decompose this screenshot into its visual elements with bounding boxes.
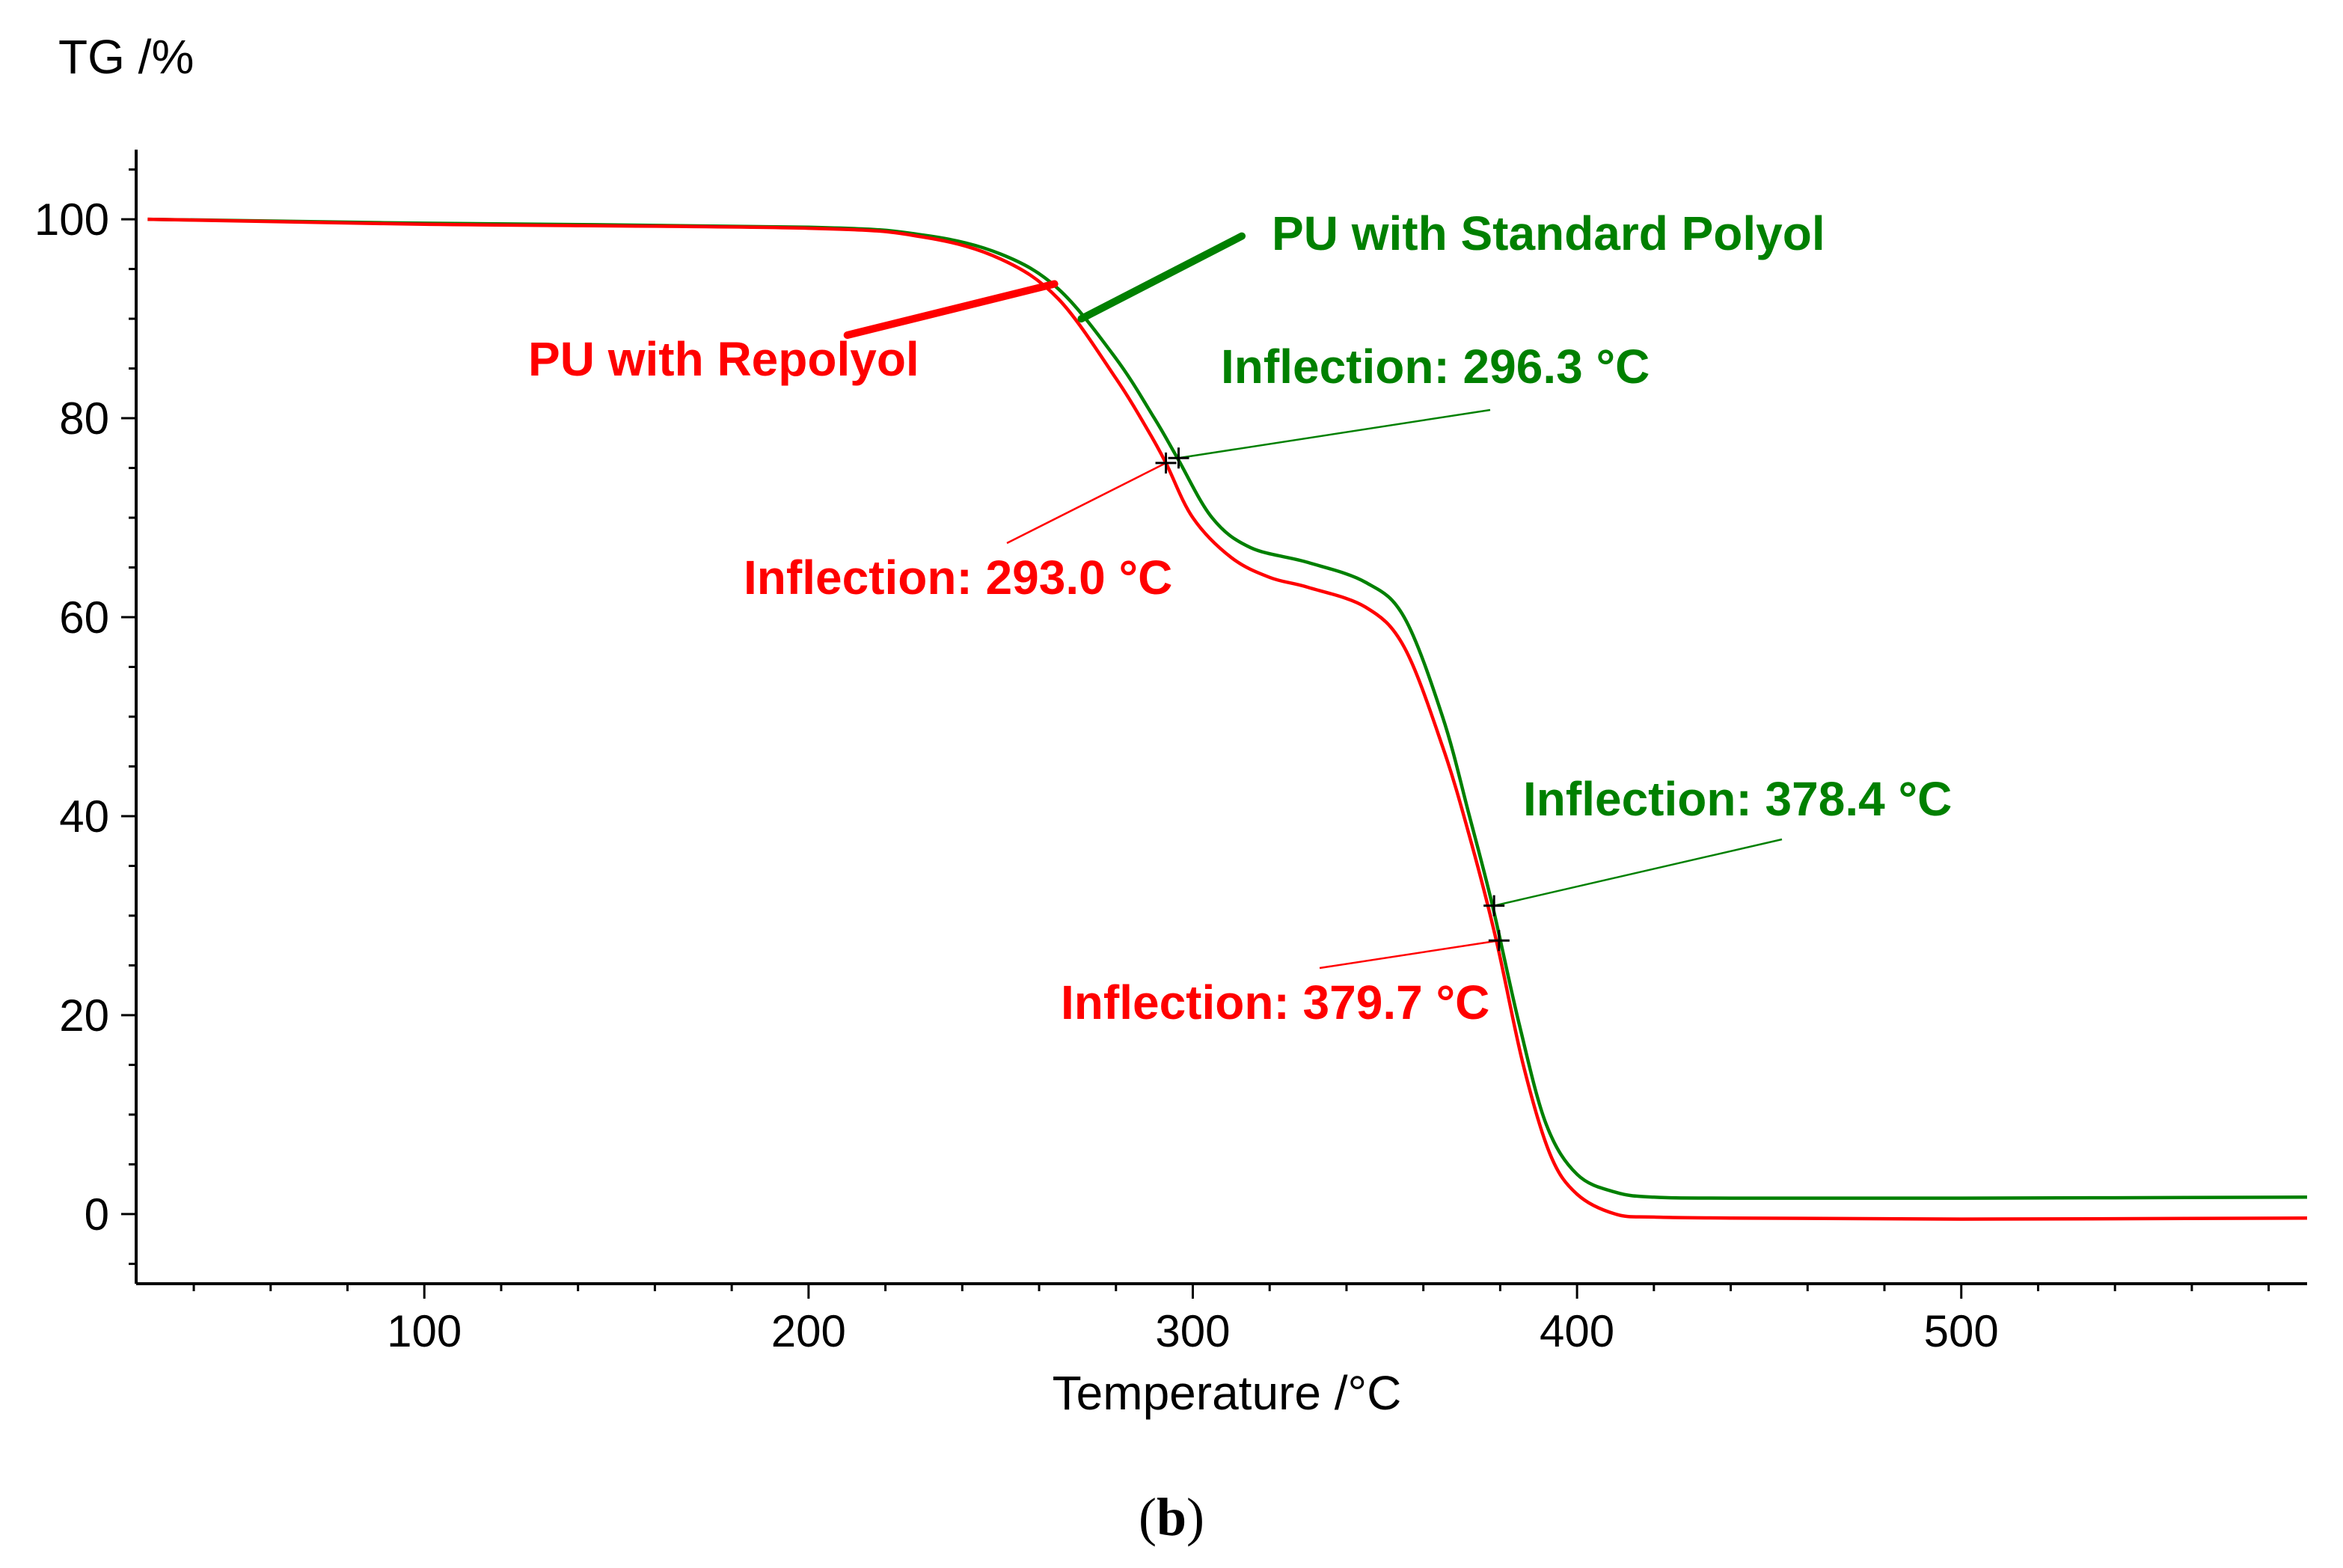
x-tick-label: 500 xyxy=(1924,1306,1999,1356)
axes-layer: 0 20 40 60 80 100 100 200 300 400 500 xyxy=(34,150,2307,1356)
inflection-label-repolyol-2: Inflection: 379.7 °C xyxy=(1061,976,1489,1029)
legend-label-repolyol: PU with Repolyol xyxy=(528,332,919,386)
y-axis-title: TG /% xyxy=(58,30,194,84)
panel-label: (b) xyxy=(1139,1487,1204,1547)
inflection-marker xyxy=(1168,447,1189,469)
y-tick-label: 80 xyxy=(59,393,109,444)
y-tick-label: 40 xyxy=(59,791,109,842)
inflection-leader xyxy=(1178,408,1491,459)
x-tick-label: 100 xyxy=(387,1306,462,1356)
inflection-label-standard-1: Inflection: 296.3 °C xyxy=(1221,340,1650,393)
inflection-marker xyxy=(1155,452,1177,474)
inflection-markers xyxy=(1155,447,1510,952)
legend-label-standard-polyol: PU with Standard Polyol xyxy=(1272,206,1825,260)
x-tick-label: 300 xyxy=(1155,1306,1230,1356)
y-tick-label: 20 xyxy=(59,990,109,1041)
inflection-leader xyxy=(1006,462,1167,545)
x-tick-label: 400 xyxy=(1540,1306,1614,1356)
series-layer xyxy=(147,217,2308,1221)
inflection-label-repolyol-1: Inflection: 293.0 °C xyxy=(744,551,1172,604)
inflection-leader xyxy=(1319,939,1500,970)
y-tick-label: 100 xyxy=(34,195,109,245)
y-tick-label: 0 xyxy=(85,1189,109,1240)
x-tick-label: 200 xyxy=(771,1306,846,1356)
series-line-1 xyxy=(147,217,2308,1221)
inflection-label-standard-2: Inflection: 378.4 °C xyxy=(1523,772,1952,826)
legend-pointer xyxy=(843,280,1059,339)
inflection-marker xyxy=(1488,930,1510,952)
leader-lines xyxy=(843,232,1783,970)
inflection-marker xyxy=(1483,895,1505,916)
x-axis-title: Temperature /°C xyxy=(1053,1366,1402,1420)
annotation-labels: PU with Standard Polyol PU with Repolyol… xyxy=(528,206,1952,1029)
y-tick-label: 60 xyxy=(59,592,109,643)
legend-pointer xyxy=(1077,232,1246,323)
inflection-leader xyxy=(1493,838,1783,907)
